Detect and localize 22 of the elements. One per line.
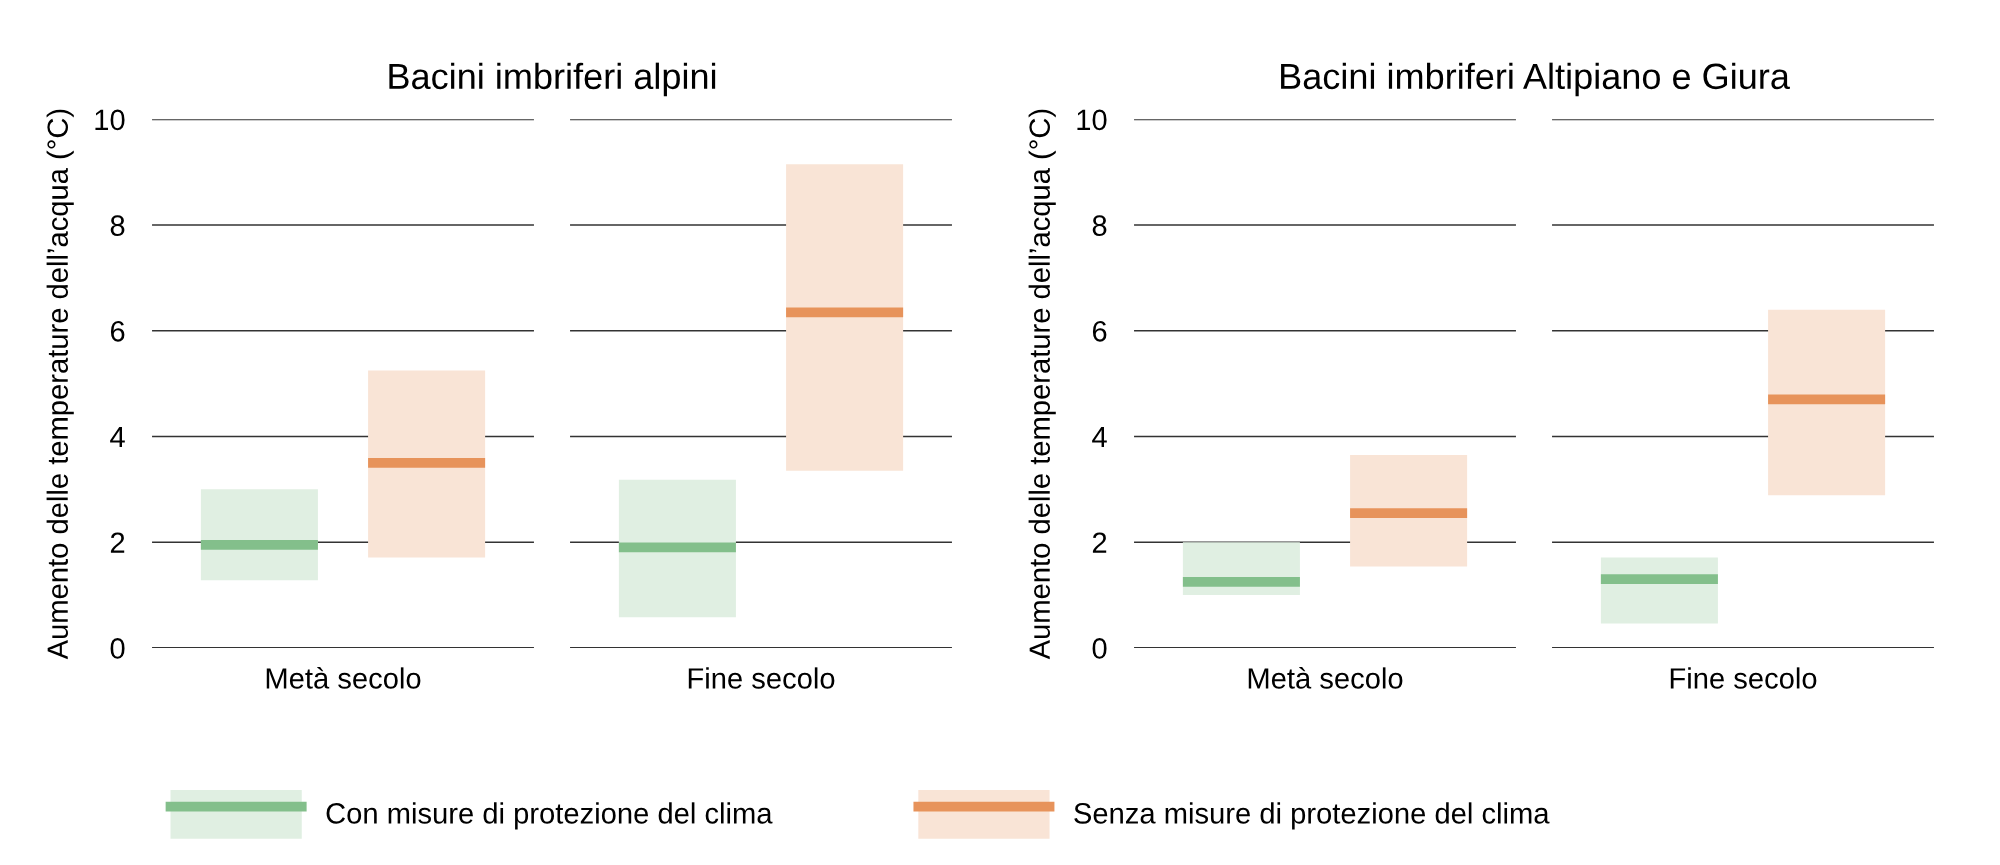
- y-tick-label: 6: [110, 320, 125, 342]
- x-tick-label: Fine secolo: [1670, 667, 1817, 689]
- x-tick-label: Metà secolo: [1248, 666, 1403, 689]
- y-tick-label: 8: [110, 215, 125, 236]
- y-tick-label: 2: [1092, 532, 1107, 553]
- y-tick-label: 8: [1092, 215, 1107, 236]
- y-tick-label: 4: [110, 426, 125, 448]
- chart-title: Bacini imbriferi Altipiano e Giura: [1281, 62, 1790, 97]
- legend-label: Senza misure di protezione del clima: [1074, 802, 1550, 830]
- legend-label: Con misure di protezione del clima: [326, 802, 773, 830]
- x-tick-label: Metà secolo: [266, 666, 421, 689]
- y-tick-label: 0: [110, 638, 125, 659]
- y-tick-label: 10: [95, 109, 125, 131]
- y-tick-label: 4: [1092, 426, 1107, 448]
- y-axis-title: Aumento delle temperature dell’acqua (°C): [46, 109, 74, 660]
- y-tick-label: 6: [1092, 320, 1107, 342]
- chart-title: Bacini imbriferi alpini: [389, 62, 716, 97]
- y-axis-title: Aumento delle temperature dell’acqua (°C): [1028, 109, 1056, 660]
- x-tick-label: Fine secolo: [688, 667, 835, 689]
- y-tick-label: 2: [110, 532, 125, 553]
- y-tick-label: 0: [1092, 638, 1107, 659]
- y-tick-label: 10: [1077, 109, 1107, 131]
